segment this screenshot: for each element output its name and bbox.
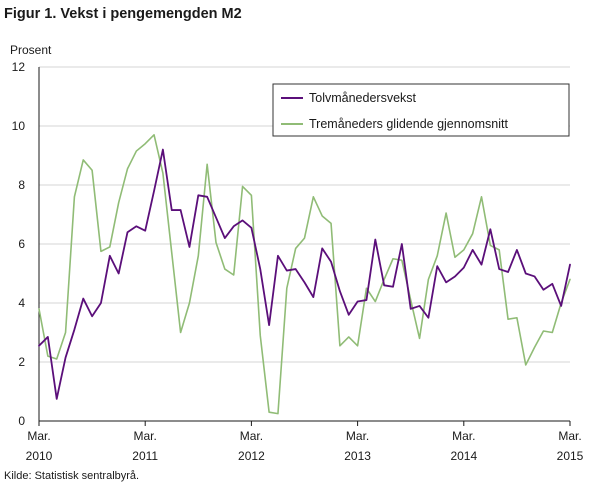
x-tick-year-2012: 2012 <box>238 449 265 463</box>
x-tick-month-2014: Mar. <box>452 429 475 443</box>
page-title: Figur 1. Vekst i pengemengden M2 <box>4 6 242 22</box>
legend-label-tremaneders: Tremåneders glidende gjennomsnitt <box>309 117 508 131</box>
series-lines <box>38 134 571 415</box>
y-tick-label-6: 6 <box>18 237 25 251</box>
x-tick-month-2012: Mar. <box>240 429 263 443</box>
x-tick-month-2015: Mar. <box>558 429 581 443</box>
y-tick-label-8: 8 <box>18 178 25 192</box>
series-line-1 <box>38 134 571 415</box>
x-tick-labels: Mar. 2010 Mar. 2011 Mar. 2012 Mar. 2013 Mar. 2014… <box>26 429 584 463</box>
y-tick-labels: 0 2 4 6 8 10 12 <box>12 60 26 428</box>
y-tick-label-10: 10 <box>12 119 26 133</box>
y-tick-label-0: 0 <box>18 414 25 428</box>
x-tick-month-2013: Mar. <box>346 429 369 443</box>
x-tick-year-2011: 2011 <box>132 449 158 463</box>
legend-label-tolvmanedersvekst: Tolvmånedersvekst <box>309 91 417 105</box>
x-tick-month-2011: Mar. <box>134 429 157 443</box>
y-tick-label-12: 12 <box>12 60 26 74</box>
axes <box>38 67 571 426</box>
legend: Tolvmånedersvekst Tremåneders glidende g… <box>272 83 570 137</box>
x-tick-year-2014: 2014 <box>450 449 477 463</box>
x-tick-year-2013: 2013 <box>344 449 371 463</box>
x-tick-year-2015: 2015 <box>557 449 584 463</box>
legend-box <box>272 83 570 137</box>
source-note: Kilde: Statistisk sentralbyrå. <box>4 470 140 482</box>
y-tick-label-2: 2 <box>18 355 25 369</box>
y-axis-label: Prosent <box>10 43 52 57</box>
y-tick-label-4: 4 <box>18 296 25 310</box>
x-tick-month-2010: Mar. <box>27 429 50 443</box>
x-tick-year-2010: 2010 <box>26 449 53 463</box>
series-line-0 <box>38 148 571 400</box>
